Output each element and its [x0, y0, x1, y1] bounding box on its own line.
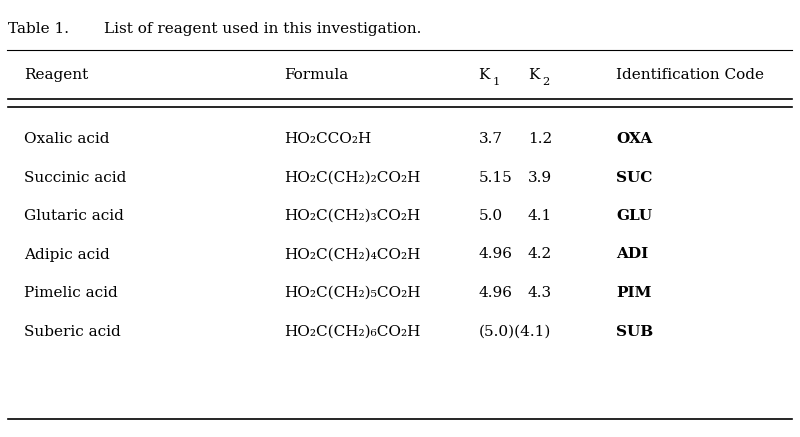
Text: Formula: Formula — [284, 68, 348, 82]
Text: Identification Code: Identification Code — [616, 68, 764, 82]
Text: Glutaric acid: Glutaric acid — [24, 209, 124, 223]
Text: Adipic acid: Adipic acid — [24, 247, 110, 261]
Text: 4.96: 4.96 — [478, 247, 512, 261]
Text: SUC: SUC — [616, 170, 652, 184]
Text: GLU: GLU — [616, 209, 652, 223]
Text: HO₂C(CH₂)₂CO₂H: HO₂C(CH₂)₂CO₂H — [284, 170, 420, 184]
Text: 1: 1 — [492, 77, 500, 87]
Text: HO₂C(CH₂)₃CO₂H: HO₂C(CH₂)₃CO₂H — [284, 209, 420, 223]
Text: SUB: SUB — [616, 325, 654, 339]
Text: 4.1: 4.1 — [528, 209, 552, 223]
Text: HO₂C(CH₂)₅CO₂H: HO₂C(CH₂)₅CO₂H — [284, 286, 421, 300]
Text: 5.0: 5.0 — [478, 209, 502, 223]
Text: HO₂C(CH₂)₆CO₂H: HO₂C(CH₂)₆CO₂H — [284, 325, 420, 339]
Text: HO₂C(CH₂)₄CO₂H: HO₂C(CH₂)₄CO₂H — [284, 247, 420, 261]
Text: K: K — [478, 68, 490, 82]
Text: 3.7: 3.7 — [478, 132, 502, 146]
Text: List of reagent used in this investigation.: List of reagent used in this investigati… — [104, 22, 422, 36]
Text: (5.0)(4.1): (5.0)(4.1) — [478, 325, 550, 339]
Text: Succinic acid: Succinic acid — [24, 170, 126, 184]
Text: Pimelic acid: Pimelic acid — [24, 286, 118, 300]
Text: 3.9: 3.9 — [528, 170, 552, 184]
Text: K: K — [528, 68, 539, 82]
Text: 2: 2 — [542, 77, 550, 87]
Text: PIM: PIM — [616, 286, 651, 300]
Text: 1.2: 1.2 — [528, 132, 552, 146]
Text: Table 1.: Table 1. — [8, 22, 69, 36]
Text: HO₂CCO₂H: HO₂CCO₂H — [284, 132, 371, 146]
Text: 4.3: 4.3 — [528, 286, 552, 300]
Text: 4.2: 4.2 — [528, 247, 552, 261]
Text: 4.96: 4.96 — [478, 286, 512, 300]
Text: Oxalic acid: Oxalic acid — [24, 132, 110, 146]
Text: Reagent: Reagent — [24, 68, 88, 82]
Text: Suberic acid: Suberic acid — [24, 325, 121, 339]
Text: ADI: ADI — [616, 247, 648, 261]
Text: 5.15: 5.15 — [478, 170, 512, 184]
Text: OXA: OXA — [616, 132, 652, 146]
